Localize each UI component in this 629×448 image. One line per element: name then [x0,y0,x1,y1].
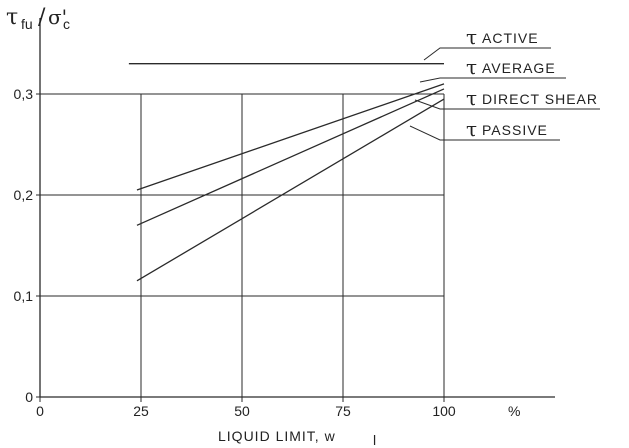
annotation-symbol-direct-shear: τ [466,86,477,110]
annotation-label-average: AVERAGE [482,60,556,76]
x-tick-label-25: 25 [133,403,149,419]
leader-line-active [423,47,551,61]
y-tick-label-0,1: 0,1 [14,288,34,304]
y-label-slash: / [38,5,46,30]
x-label-sub: l [373,432,376,448]
leader-line-passive [409,125,560,141]
annotation-symbol-passive: τ [466,117,477,141]
y-label-sigma-sub: c [63,16,70,32]
leader-line-average [419,77,566,83]
tick-labels: 0 25 50 75 100 0 0,1 0,2 0,3 [14,86,456,419]
series-line-average [136,83,445,191]
y-tick-label-0,3: 0,3 [14,86,34,102]
y-label-tau: τ [6,5,18,30]
annotation-label-active: ACTIVE [482,30,539,46]
y-label-sigma: σ' [48,5,67,29]
y-tick-label-0,2: 0,2 [14,187,34,203]
axes [36,18,555,402]
annotation-symbol-average: τ [466,55,477,79]
x-tick-label-50: 50 [234,403,250,419]
leader-line-direct-shear [414,99,600,110]
annotation-symbol-active: τ [466,25,477,49]
x-axis-label: LIQUID LIMIT, w l [218,428,376,448]
x-tick-label-0: 0 [36,403,44,419]
series-line-direct-shear [136,88,445,226]
series-line-passive [136,98,445,282]
x-label-main: LIQUID LIMIT, w [218,428,336,444]
series-lines [128,63,445,282]
y-axis-label: τ fu / σ' c [6,5,70,32]
x-tick-label-100: 100 [432,403,456,419]
x-unit-label: % [508,403,520,419]
x-tick-label-75: 75 [335,403,351,419]
annotation-label-direct-shear: DIRECT SHEAR [482,91,598,107]
y-tick-label-0: 0 [25,389,33,405]
annotation-label-passive: PASSIVE [482,122,548,138]
grid [40,93,445,397]
y-label-tau-sub: fu [21,16,33,32]
series-annotations: τ ACTIVE τ AVERAGE τ DIRECT SHEAR τ PASSIVE [409,25,600,141]
